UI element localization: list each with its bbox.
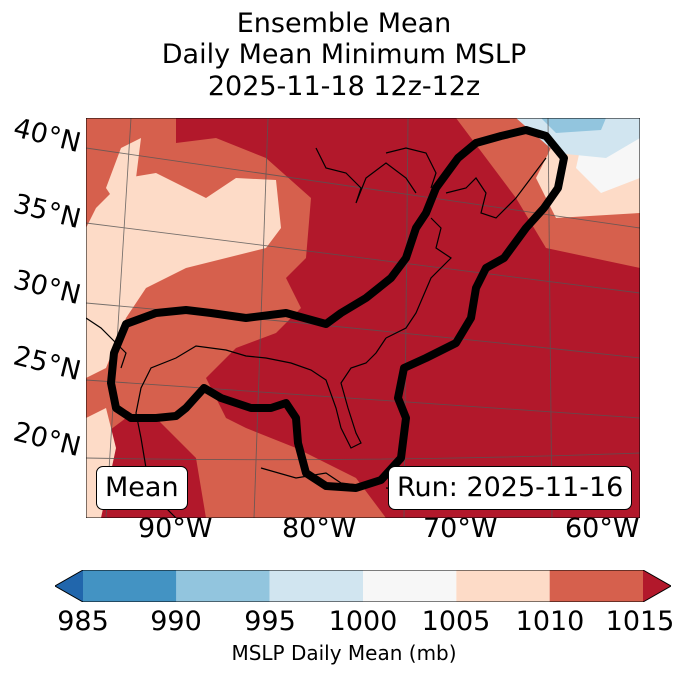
lat-label-20: 20°N [10,416,84,464]
colorbar-label: MSLP Daily Mean (mb) [231,641,457,665]
colorbar-tick-985: 985 [57,606,109,637]
lat-label-25: 25°N [10,340,84,388]
field-990-995 [541,118,606,133]
colorbar-seg-995-1000 [269,570,363,602]
colorbar-extend-low [55,570,83,602]
lat-label-30: 30°N [10,264,84,312]
mslp-map [86,118,640,518]
colorbar [55,570,671,602]
colorbar-seg-985-990 [83,570,177,602]
field-1005-1010-west [86,173,281,378]
run-date-box: Run: 2025-11-16 [388,466,633,510]
title-line-3: 2025-11-18 12z-12z [207,71,481,102]
colorbar-extend-high [643,570,671,602]
colorbar-tick-1010: 1010 [515,606,585,637]
field-1005-1010-sw [86,408,116,518]
colorbar-tick-1000: 1000 [328,606,398,637]
colorbar-seg-1010-1015 [549,570,643,602]
lon-label-80w: 80°W [282,513,357,544]
colorbar-tick-990: 990 [150,606,202,637]
colorbar-tick-995: 995 [244,606,296,637]
colorbar-seg-1005-1010 [456,570,550,602]
title-line-1: Ensemble Mean [236,8,452,39]
title-line-2: Daily Mean Minimum MSLP [161,39,527,70]
colorbar-tick-1015: 1015 [605,606,675,637]
lat-label-35: 35°N [10,188,84,236]
colorbar-seg-990-995 [176,570,270,602]
colorbar-tick-1005: 1005 [421,606,491,637]
coastlines [86,147,547,518]
colorbar-seg-1000-1005 [363,570,457,602]
lon-label-70w: 70°W [423,513,498,544]
lon-label-90w: 90°W [138,513,213,544]
ensemble-outline [107,126,568,492]
mean-label-box: Mean [96,466,188,510]
field-995-1000 [516,118,640,158]
lon-label-60w: 60°W [565,513,640,544]
lat-label-40: 40°N [10,112,84,160]
